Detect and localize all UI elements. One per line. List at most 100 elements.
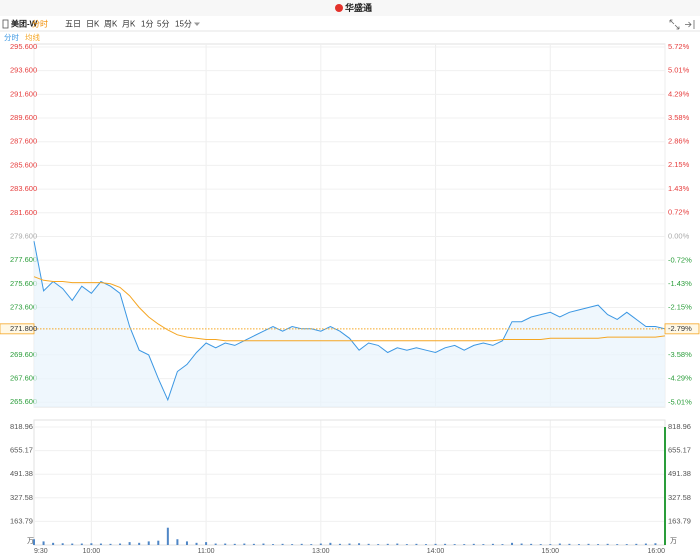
y-tick-label: 295.600 bbox=[10, 42, 37, 51]
y2-tick-label: -5.01% bbox=[668, 397, 692, 406]
y-tick-label: 279.600 bbox=[10, 231, 37, 240]
volume-bar bbox=[138, 542, 141, 545]
y2-tick-label: -2.15% bbox=[668, 303, 692, 312]
volume-bar bbox=[262, 543, 265, 545]
volume-bar bbox=[558, 543, 561, 545]
tab[interactable]: 五日 bbox=[65, 20, 81, 29]
volume-bar bbox=[396, 543, 399, 545]
volume-bar bbox=[539, 544, 542, 545]
y-tick-label: 277.600 bbox=[10, 255, 37, 264]
tab[interactable]: 周K bbox=[104, 20, 118, 29]
volume-bar bbox=[625, 544, 628, 545]
y-tick-label: 281.600 bbox=[10, 208, 37, 217]
volume-bar bbox=[377, 544, 380, 545]
volume-bar bbox=[568, 543, 571, 545]
volume-bar bbox=[119, 543, 122, 545]
volume-bar bbox=[99, 543, 102, 545]
volume-bar bbox=[635, 543, 638, 545]
volume-bar bbox=[80, 543, 83, 545]
volume-bar bbox=[90, 543, 93, 545]
average-line bbox=[33, 276, 666, 342]
last-price-box bbox=[0, 323, 35, 335]
y2-tick-label: 5.72% bbox=[668, 42, 690, 51]
volume-bar bbox=[358, 543, 361, 545]
sidebar-toggle[interactable] bbox=[2, 19, 9, 29]
y-tick-label: 287.600 bbox=[10, 137, 37, 146]
volume-bar bbox=[491, 543, 494, 545]
last-pct-label: -2.79% bbox=[668, 324, 692, 333]
volume-bar bbox=[52, 542, 55, 545]
volume-frame bbox=[33, 419, 666, 546]
x-tick-label: 15:00 bbox=[542, 548, 560, 555]
logo-icon bbox=[335, 4, 343, 12]
volume-bar bbox=[482, 544, 485, 545]
price-line bbox=[33, 241, 666, 402]
volume-bar bbox=[664, 426, 666, 545]
volume-bar bbox=[444, 543, 447, 545]
volume-bar bbox=[530, 543, 533, 545]
volume-bar bbox=[616, 544, 619, 545]
volume-bar bbox=[434, 543, 437, 545]
volume-bar bbox=[157, 540, 160, 545]
volume-bar bbox=[42, 541, 45, 545]
volume-bar bbox=[424, 544, 427, 545]
volume-bar bbox=[33, 539, 35, 545]
volume-bar bbox=[109, 543, 112, 545]
y-tick-label: 273.600 bbox=[10, 302, 37, 311]
expand-icon[interactable] bbox=[669, 19, 680, 30]
dropdown[interactable] bbox=[194, 22, 200, 27]
volume-bar bbox=[176, 539, 179, 545]
y-tick-label: 163.79 bbox=[10, 516, 33, 525]
y2-tick-label: 491.38 bbox=[668, 469, 691, 478]
y2-tick-label: 1.43% bbox=[668, 184, 690, 193]
exit-icon[interactable] bbox=[685, 20, 695, 29]
volume-bar bbox=[520, 543, 523, 545]
volume-bar bbox=[224, 543, 227, 545]
y2-tick-label: -1.43% bbox=[668, 279, 692, 288]
logo-text: 华盛通 bbox=[345, 2, 372, 13]
y2-tick-label: 3.58% bbox=[668, 113, 690, 122]
volume-bar bbox=[281, 543, 284, 545]
volume-bar bbox=[291, 544, 294, 545]
legend-entry: 均线 bbox=[25, 32, 40, 42]
tab[interactable]: 5分 bbox=[157, 20, 169, 29]
volume-bar bbox=[472, 543, 475, 545]
volume-bar bbox=[511, 542, 514, 545]
volume-bar bbox=[463, 544, 466, 545]
y2-tick-label: 327.58 bbox=[668, 493, 691, 502]
volume-bar bbox=[71, 543, 74, 545]
y2-tick-label: 2.15% bbox=[668, 160, 690, 169]
y2-tick-label: -4.29% bbox=[668, 374, 692, 383]
volume-bar bbox=[185, 541, 188, 545]
last-pct-box bbox=[664, 323, 700, 335]
tab[interactable]: 日K bbox=[86, 20, 100, 29]
x-tick-label: 16:00 bbox=[647, 548, 665, 555]
volume-bar bbox=[501, 544, 504, 545]
tab[interactable]: 分时 bbox=[32, 19, 48, 29]
y2-tick-label: -0.72% bbox=[668, 255, 692, 264]
volume-bar bbox=[386, 543, 389, 545]
volume-bar bbox=[128, 542, 131, 545]
volume-bar bbox=[147, 541, 150, 545]
volume-bar bbox=[453, 544, 456, 545]
volume-bar bbox=[644, 543, 647, 545]
volume-bar bbox=[415, 543, 418, 545]
y2-tick-label: 163.79 bbox=[668, 516, 691, 525]
unit-label: 万 bbox=[27, 537, 34, 545]
y-tick-label: 265.600 bbox=[10, 397, 37, 406]
tab[interactable]: 15分 bbox=[175, 20, 192, 29]
y-tick-label: 655.17 bbox=[10, 446, 33, 455]
y-tick-label: 269.600 bbox=[10, 350, 37, 359]
tab[interactable]: 1分 bbox=[141, 20, 153, 29]
x-tick-label: 11:00 bbox=[198, 548, 215, 555]
volume-bar bbox=[310, 544, 313, 545]
x-tick-label: 9:30 bbox=[34, 548, 48, 555]
volume-bar bbox=[606, 543, 609, 545]
y-tick-label: 267.600 bbox=[10, 374, 37, 383]
y-tick-label: 283.600 bbox=[10, 184, 37, 193]
tab[interactable]: 月K bbox=[122, 20, 136, 29]
x-tick-label: 14:00 bbox=[427, 548, 445, 555]
y-tick-label: 293.600 bbox=[10, 66, 37, 75]
y2-tick-label: 2.86% bbox=[668, 137, 690, 146]
volume-bar bbox=[367, 543, 370, 545]
